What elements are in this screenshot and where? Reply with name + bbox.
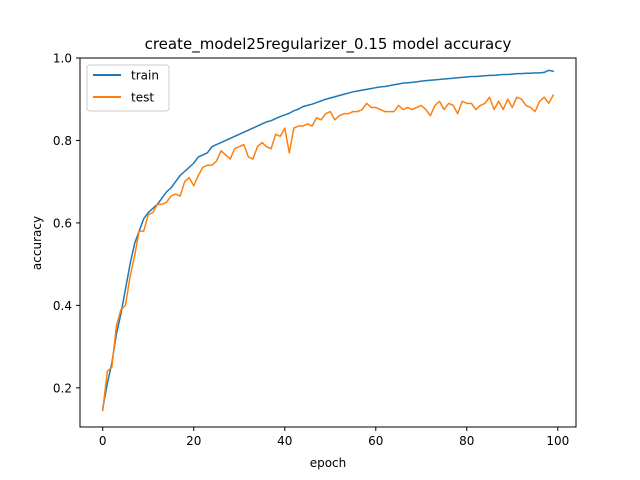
y-tick-label: 0.2 xyxy=(53,381,72,395)
x-tick-label: 60 xyxy=(368,434,383,448)
legend: train test xyxy=(86,64,170,112)
x-axis: 0 20 40 60 80 100 xyxy=(99,427,569,448)
x-tick-label: 100 xyxy=(546,434,569,448)
x-tick-label: 20 xyxy=(186,434,201,448)
x-tick-label: 0 xyxy=(99,434,107,448)
y-axis: 0.2 0.4 0.6 0.8 1.0 xyxy=(53,52,80,395)
chart-title: create_model25regularizer_0.15 model acc… xyxy=(145,35,512,54)
y-axis-label: accuracy xyxy=(30,216,44,270)
series-line-test xyxy=(101,94,555,412)
x-axis-label: epoch xyxy=(310,456,347,470)
y-tick-label: 0.6 xyxy=(53,216,72,230)
y-tick-label: 1.0 xyxy=(53,52,72,66)
plot-area xyxy=(101,69,555,412)
x-tick-label: 80 xyxy=(459,434,474,448)
legend-box xyxy=(86,64,170,112)
y-tick-label: 0.8 xyxy=(53,134,72,148)
legend-label-train: train xyxy=(131,69,159,83)
y-tick-label: 0.4 xyxy=(53,299,72,313)
series-line-train xyxy=(101,69,555,410)
legend-label-test: test xyxy=(131,91,154,105)
x-tick-label: 40 xyxy=(277,434,292,448)
axes-frame xyxy=(79,57,577,428)
